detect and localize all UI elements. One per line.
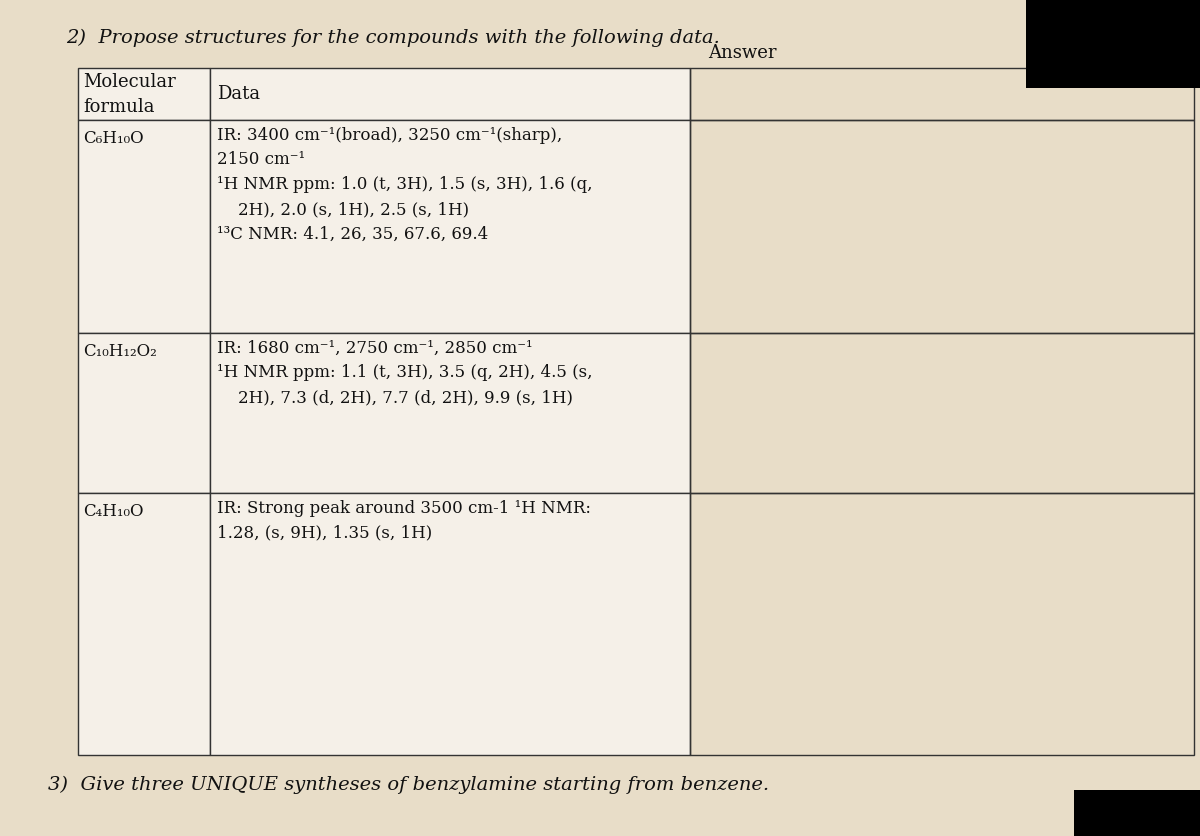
Bar [690,493,1194,755]
Text: C₄H₁₀O: C₄H₁₀O [83,503,143,520]
Text: C₁₀H₁₂O₂: C₁₀H₁₂O₂ [83,343,156,360]
Bar [690,68,1194,120]
Bar [78,68,210,120]
Text: 3)  Give three UNIQUE syntheses of benzylamine starting from benzene.: 3) Give three UNIQUE syntheses of benzyl… [48,776,769,794]
Bar [1074,790,1200,836]
Bar [78,493,210,755]
Bar [210,120,690,333]
Bar [78,120,210,333]
Text: IR: Strong peak around 3500 cm-1 ¹H NMR:
1.28, (s, 9H), 1.35 (s, 1H): IR: Strong peak around 3500 cm-1 ¹H NMR:… [217,500,592,542]
Text: Answer: Answer [708,44,776,62]
Bar [690,120,1194,333]
Text: Data: Data [217,85,260,103]
Text: Molecular: Molecular [83,74,175,91]
Bar [210,333,690,493]
Bar [210,68,690,120]
Bar [78,333,210,493]
Text: 2)  Propose structures for the compounds with the following data.: 2) Propose structures for the compounds … [66,29,720,47]
Text: IR: 1680 cm⁻¹, 2750 cm⁻¹, 2850 cm⁻¹
¹H NMR ppm: 1.1 (t, 3H), 3.5 (q, 2H), 4.5 (s: IR: 1680 cm⁻¹, 2750 cm⁻¹, 2850 cm⁻¹ ¹H N… [217,339,593,406]
Bar [210,493,690,755]
Bar [1026,0,1200,88]
Text: C₆H₁₀O: C₆H₁₀O [83,130,144,147]
Text: IR: 3400 cm⁻¹(broad), 3250 cm⁻¹(sharp),
2150 cm⁻¹
¹H NMR ppm: 1.0 (t, 3H), 1.5 (: IR: 3400 cm⁻¹(broad), 3250 cm⁻¹(sharp), … [217,127,593,243]
Bar [690,333,1194,493]
Text: formula: formula [83,99,155,116]
